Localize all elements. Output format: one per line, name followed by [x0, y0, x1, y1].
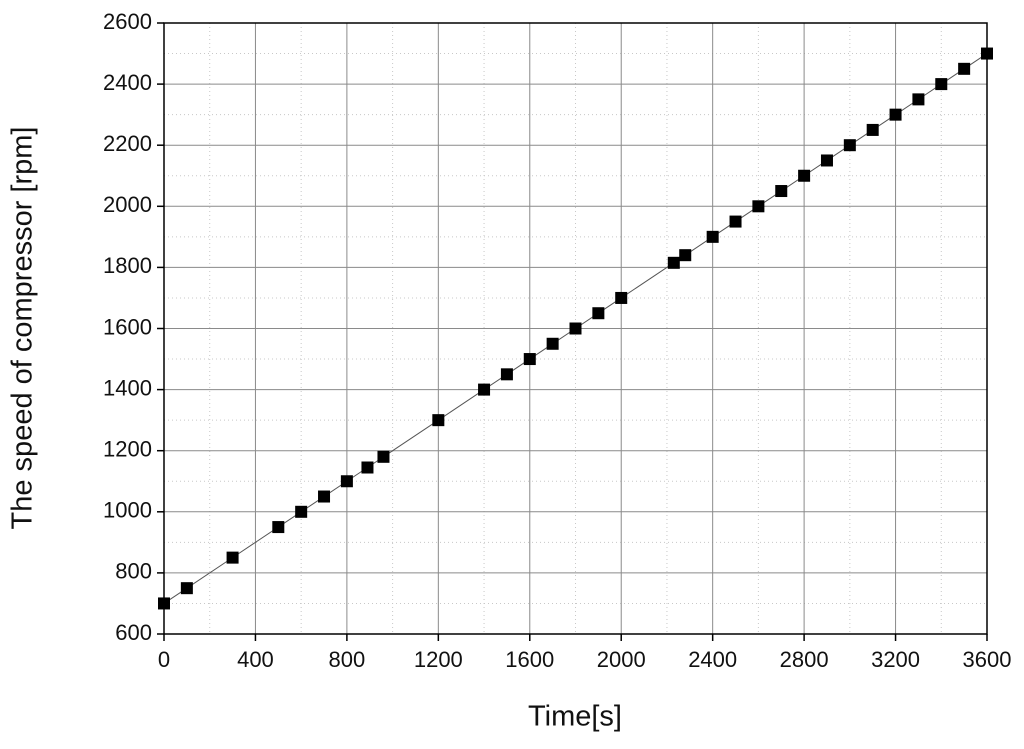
data-point: [478, 383, 491, 396]
data-point: [706, 230, 719, 243]
x-tick-label: 2400: [688, 647, 737, 672]
x-tick-label: 3200: [871, 647, 920, 672]
y-tick-label: 1200: [103, 437, 152, 462]
data-point: [500, 368, 513, 381]
data-point: [679, 249, 692, 262]
data-point: [523, 353, 536, 366]
data-point: [935, 78, 948, 91]
y-tick-label: 1400: [103, 375, 152, 400]
data-point: [377, 450, 390, 463]
data-point: [981, 47, 993, 60]
data-point: [340, 475, 353, 488]
data-point: [361, 461, 374, 474]
y-axis-title: The speed of compressor [rpm]: [7, 127, 39, 530]
y-tick-label: 2400: [103, 70, 152, 95]
data-point: [272, 521, 285, 534]
data-point: [180, 582, 193, 595]
x-tick-label: 2800: [780, 647, 829, 672]
x-tick-label: 800: [329, 647, 366, 672]
x-tick-label: 2000: [597, 647, 646, 672]
x-tick-label: 1600: [505, 647, 554, 672]
data-point: [546, 337, 559, 350]
data-point: [752, 200, 765, 213]
data-point: [843, 139, 856, 152]
y-tick-label: 2200: [103, 131, 152, 156]
data-point: [729, 215, 742, 228]
data-point: [912, 93, 925, 106]
data-point: [318, 490, 331, 503]
data-point: [866, 123, 879, 136]
data-point: [775, 185, 788, 198]
data-point: [158, 597, 170, 610]
data-point: [798, 169, 811, 182]
data-point: [889, 108, 902, 121]
x-tick-label: 1200: [414, 647, 463, 672]
data-point: [569, 322, 582, 335]
x-tick-label: 400: [237, 647, 274, 672]
data-point: [958, 62, 971, 75]
data-point: [592, 307, 605, 320]
data-point: [432, 414, 445, 427]
plot-frame: [163, 22, 988, 635]
data-point: [295, 505, 308, 518]
data-point: [226, 551, 239, 564]
x-axis-title: Time[s]: [528, 701, 622, 733]
y-tick-label: 2600: [103, 9, 152, 34]
y-tick-label: 1000: [103, 498, 152, 523]
y-tick-label: 2000: [103, 192, 152, 217]
y-tick-label: 800: [115, 559, 152, 584]
y-tick-label: 1600: [103, 314, 152, 339]
y-tick-label: 600: [115, 620, 152, 645]
data-point: [667, 256, 680, 269]
data-point: [615, 291, 628, 304]
y-tick-label: 1800: [103, 253, 152, 278]
data-point: [820, 154, 833, 167]
x-tick-label: 3600: [963, 647, 1012, 672]
x-tick-label: 0: [158, 647, 170, 672]
